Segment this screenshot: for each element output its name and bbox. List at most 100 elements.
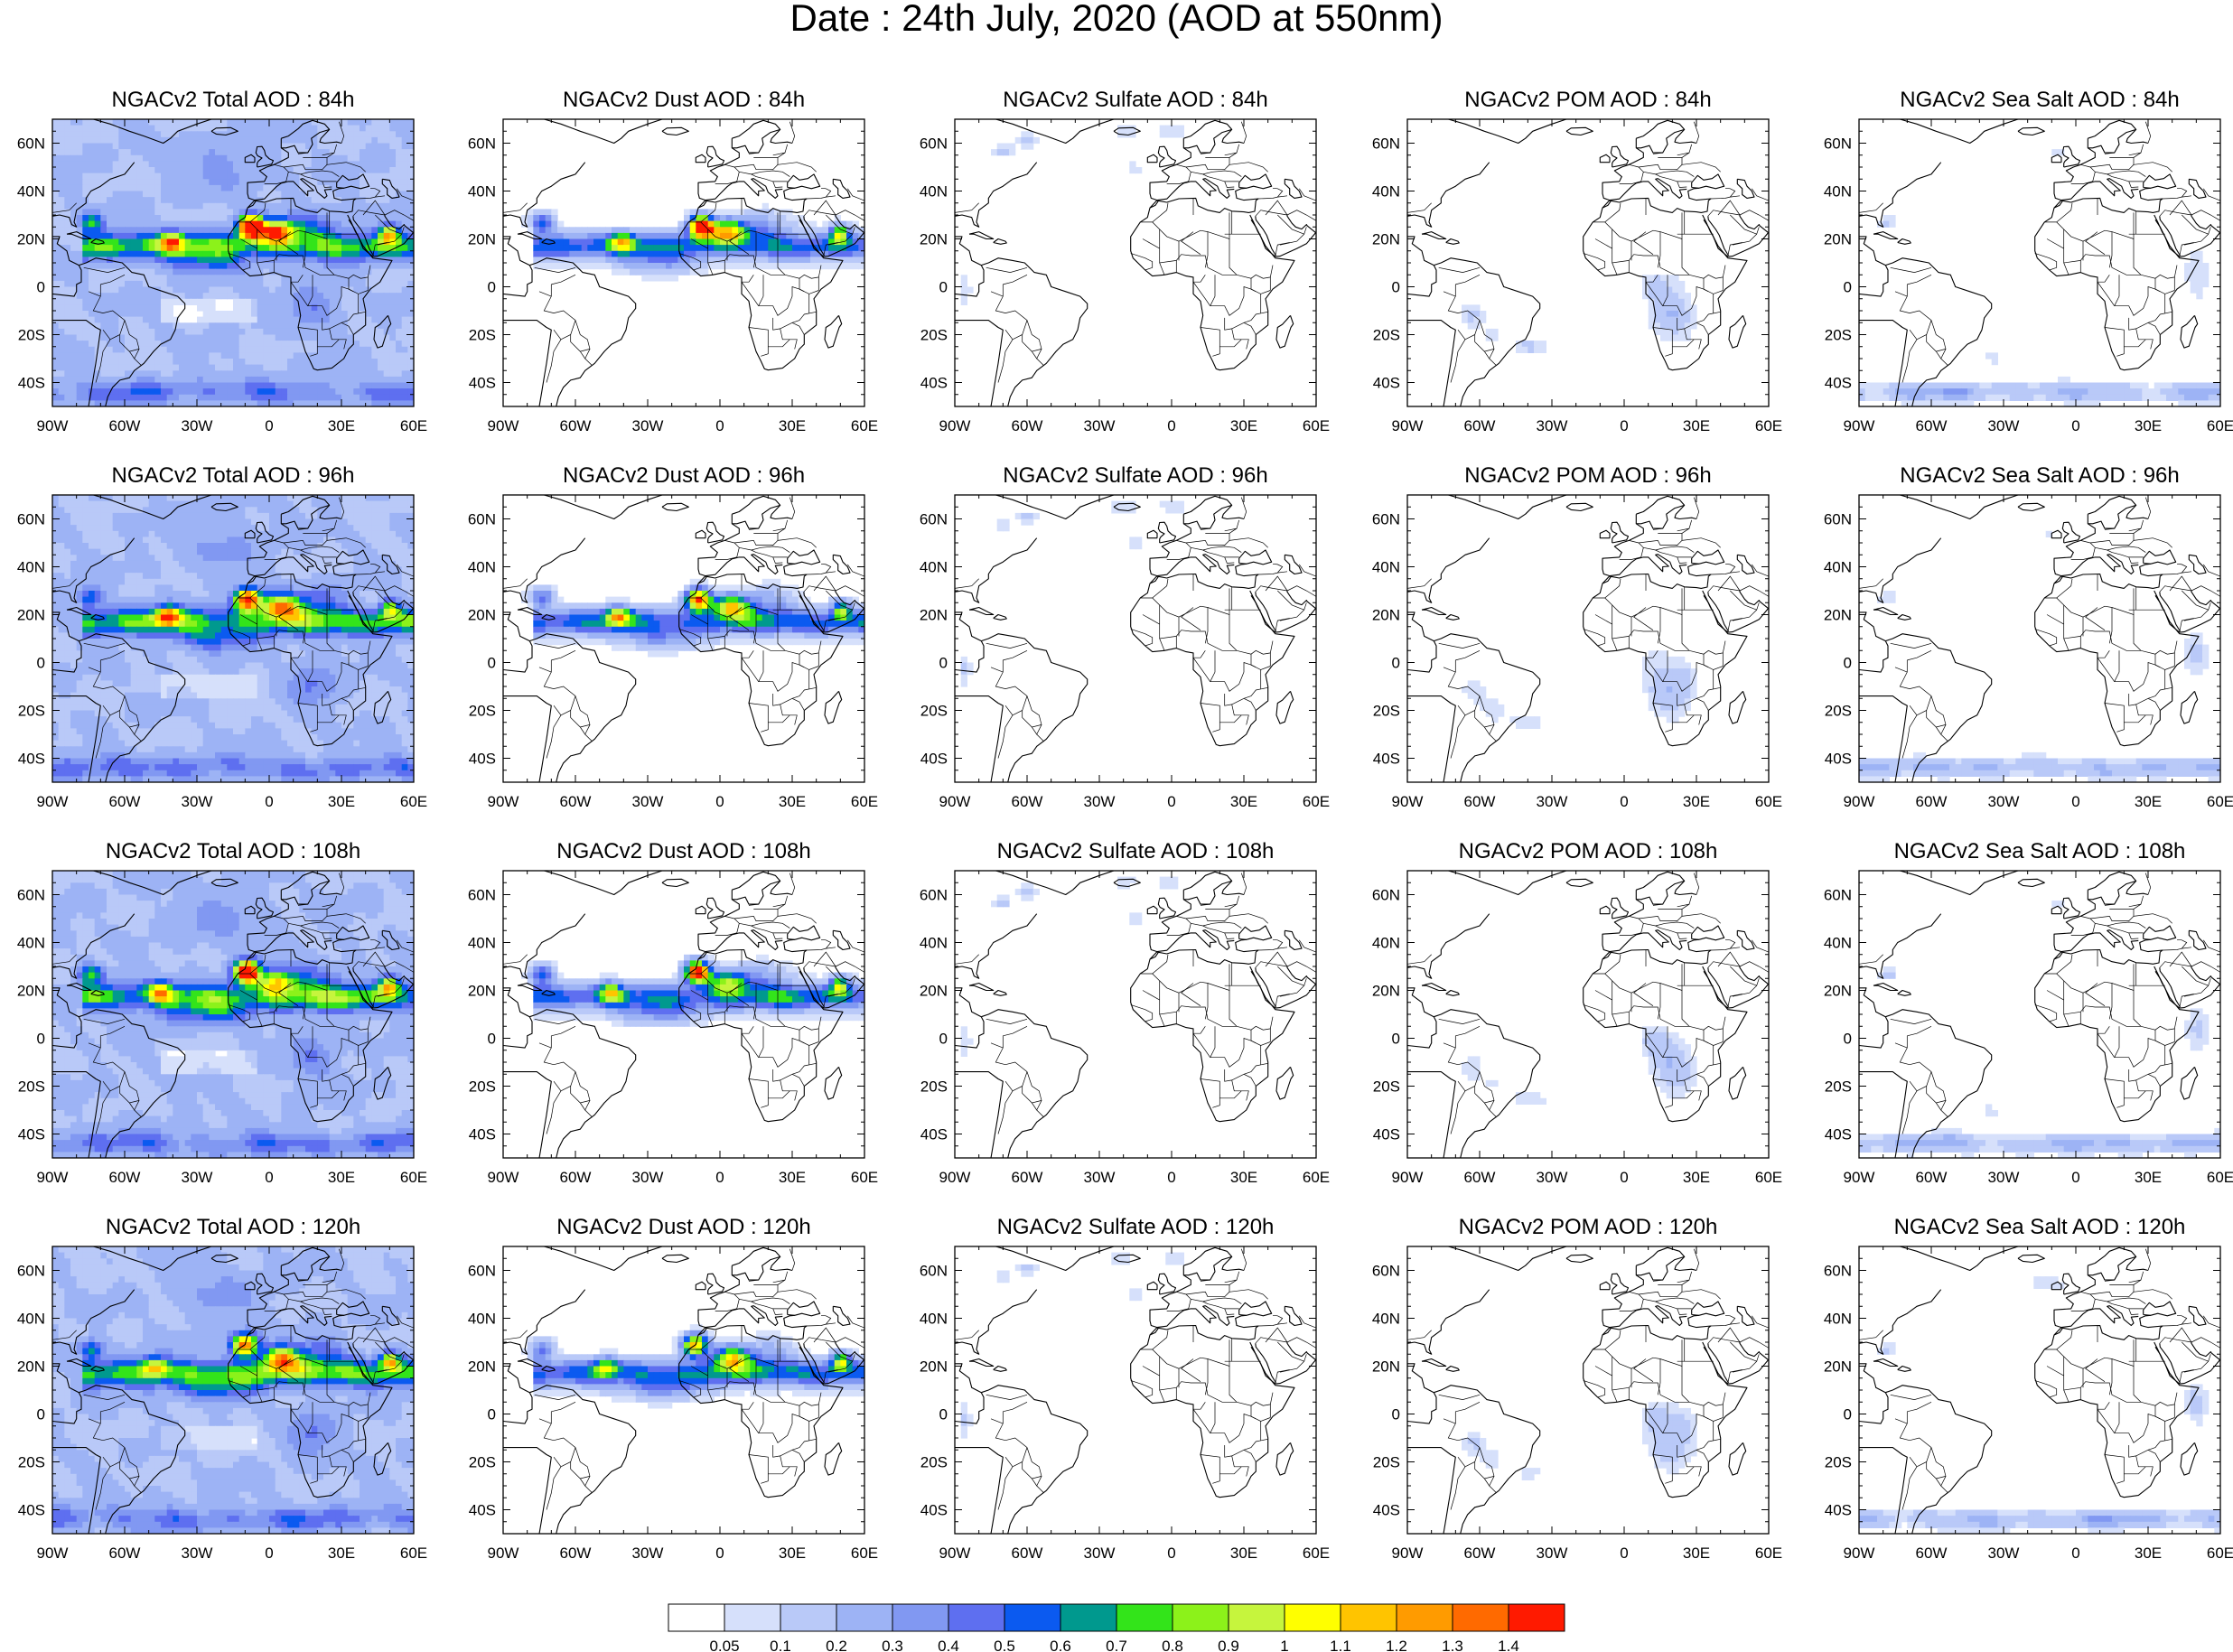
colorbar-label: 1 [1280, 1638, 1288, 1652]
map-panel: NGACv2 Sea Salt AOD : 96h 90W 60W 30W 0 30E 60… [1824, 463, 2233, 810]
lon-tick-label: 30E [779, 793, 806, 810]
lat-tick-label: 40S [1373, 1126, 1400, 1143]
panel-title: NGACv2 Dust AOD : 108h [556, 839, 810, 863]
aod-field [503, 871, 864, 1158]
lat-tick-label: 20N [920, 607, 948, 624]
lat-tick-label: 40S [469, 375, 496, 392]
colorbar-label: 0.3 [882, 1638, 903, 1652]
lat-tick-label: 40N [920, 1311, 948, 1328]
aod-field [955, 871, 1316, 1158]
lon-tick-label: 60E [400, 1545, 427, 1562]
coastline [955, 495, 1316, 782]
colorbar-swatch [1284, 1603, 1341, 1632]
lat-tick-label: 40S [1373, 375, 1400, 392]
lon-tick-label: 30E [1683, 1169, 1710, 1186]
lon-tick-label: 60E [400, 793, 427, 810]
lon-tick-label: 90W [1844, 1545, 1875, 1562]
aod-field [52, 119, 414, 406]
lat-tick-label: 20S [469, 1078, 496, 1096]
lon-tick-label: 60E [2207, 1169, 2233, 1186]
lat-tick-label: 60N [1824, 1263, 1852, 1280]
lon-tick-label: 60W [1464, 1169, 1496, 1186]
map-panel: NGACv2 Total AOD : 96h 90W 60W 30W 0 30E 60E 60… [17, 463, 427, 810]
colorbar-label: 0.4 [938, 1638, 959, 1652]
lat-tick-label: 0 [1844, 1406, 1852, 1423]
lat-tick-label: 20S [1373, 703, 1400, 720]
lon-tick-label: 60W [1012, 1169, 1043, 1186]
lon-tick-label: 60W [560, 1545, 592, 1562]
lat-tick-label: 40N [17, 935, 45, 952]
colorbar: 0.05 0.1 0.2 0.3 0.4 0.5 0.6 0.7 0.8 0.9 1 1.1 1.2 1.… [668, 1603, 1565, 1652]
coastline [1859, 1246, 2220, 1534]
lat-tick-label: 60N [468, 1263, 496, 1280]
lat-tick-label: 40N [17, 1311, 45, 1328]
lat-tick-label: 60N [17, 887, 45, 904]
lat-tick-label: 20N [468, 607, 496, 624]
lat-tick-label: 60N [1372, 511, 1400, 528]
lon-tick-label: 90W [1392, 1545, 1424, 1562]
lat-tick-label: 0 [939, 1406, 948, 1423]
colorbar-swatch [1508, 1603, 1565, 1632]
lon-tick-label: 60E [1755, 417, 1782, 434]
lon-tick-label: 30E [328, 417, 355, 434]
lat-tick-label: 20S [1825, 1078, 1852, 1096]
map-panel: NGACv2 POM AOD : 120h 90W 60W 30W 0 30E 60E 60N… [1372, 1215, 1782, 1562]
lat-tick-label: 40S [18, 1126, 45, 1143]
lon-tick-label: 30W [182, 1545, 213, 1562]
colorbar-swatch [1116, 1603, 1173, 1632]
colorbar-swatch [1452, 1603, 1509, 1632]
lat-tick-label: 60N [17, 135, 45, 153]
lat-tick-label: 60N [920, 135, 948, 153]
lat-tick-label: 20N [1824, 1358, 1852, 1376]
lon-tick-label: 0 [715, 793, 724, 810]
lat-tick-label: 0 [488, 1031, 496, 1048]
aod-field [1859, 871, 2220, 1158]
lat-tick-label: 40S [920, 1126, 948, 1143]
aod-field [503, 119, 864, 406]
lon-tick-label: 30E [1683, 417, 1710, 434]
lat-tick-label: 40S [18, 751, 45, 768]
lat-tick-label: 20N [1824, 983, 1852, 1000]
lat-tick-label: 60N [1824, 887, 1852, 904]
lon-tick-label: 0 [1620, 793, 1628, 810]
map-panel: NGACv2 Dust AOD : 96h 90W 60W 30W 0 30E 60E 60N… [468, 463, 878, 810]
lon-tick-label: 60W [560, 793, 592, 810]
lon-tick-label: 30E [2135, 793, 2162, 810]
coastline [52, 1246, 414, 1534]
lon-tick-label: 30W [632, 1169, 664, 1186]
lon-tick-label: 60E [1755, 1169, 1782, 1186]
map-panel: NGACv2 POM AOD : 96h 90W 60W 30W 0 30E 60E 60N 4… [1372, 463, 1782, 810]
lat-tick-label: 40N [17, 559, 45, 576]
lat-tick-label: 60N [468, 887, 496, 904]
lon-tick-label: 30W [632, 417, 664, 434]
coastline [503, 1246, 864, 1534]
lon-tick-label: 30E [779, 1545, 806, 1562]
colorbar-swatch [1060, 1603, 1117, 1632]
lon-tick-label: 30E [328, 1169, 355, 1186]
lat-tick-label: 60N [1824, 135, 1852, 153]
colorbar-label: 1.4 [1498, 1638, 1519, 1652]
lon-tick-label: 60E [400, 1169, 427, 1186]
main-title: Date : 24th July, 2020 (AOD at 550nm) [790, 0, 1444, 39]
aod-field [1407, 119, 1769, 406]
coastline [1859, 119, 2220, 406]
lat-tick-label: 0 [939, 1031, 948, 1048]
colorbar-label: 1.2 [1386, 1638, 1407, 1652]
lon-tick-label: 90W [1392, 793, 1424, 810]
lon-tick-label: 30W [182, 1169, 213, 1186]
lon-tick-label: 30W [1537, 1169, 1568, 1186]
lat-tick-label: 0 [488, 279, 496, 296]
panel-title: NGACv2 Sea Salt AOD : 96h [1900, 463, 2179, 488]
lon-tick-label: 30E [1230, 1545, 1257, 1562]
coastline [1407, 119, 1769, 406]
map-panel: NGACv2 Dust AOD : 120h 90W 60W 30W 0 30E 60E 60… [468, 1215, 878, 1562]
lat-tick-label: 20S [1373, 1078, 1400, 1096]
lat-tick-label: 40N [1824, 559, 1852, 576]
lat-tick-label: 20S [920, 1078, 948, 1096]
lat-tick-label: 20S [469, 703, 496, 720]
lon-tick-label: 30E [328, 793, 355, 810]
panel-title: NGACv2 Sea Salt AOD : 120h [1894, 1215, 2186, 1239]
lat-tick-label: 20S [1373, 1454, 1400, 1471]
lon-tick-label: 0 [265, 1545, 273, 1562]
coastline [955, 1246, 1316, 1534]
